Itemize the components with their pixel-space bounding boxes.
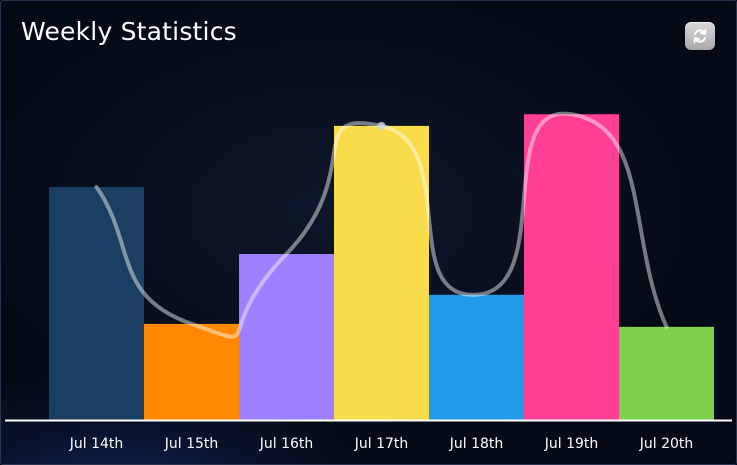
chart-title: Weekly Statistics [21,17,237,46]
bar-7 [619,326,714,420]
x-tick-label: Jul 20th [639,436,694,452]
bar-4 [334,125,429,420]
x-tick-label: Jul 19th [544,436,599,452]
bar-2 [144,323,239,420]
trend-point [377,121,386,130]
x-tick-label: Jul 17th [354,436,409,452]
x-tick-label: Jul 16th [259,436,314,452]
overlay-trend-line [94,111,669,339]
bar-6 [524,114,619,421]
refresh-button[interactable] [685,22,715,50]
x-tick-label: Jul 15th [164,436,219,452]
bar-5 [429,294,524,420]
refresh-icon [693,28,707,44]
bar-1 [49,187,144,420]
x-tick-label: Jul 14th [69,436,124,452]
x-tick-label: Jul 18th [449,436,504,452]
bar-3 [239,254,334,420]
